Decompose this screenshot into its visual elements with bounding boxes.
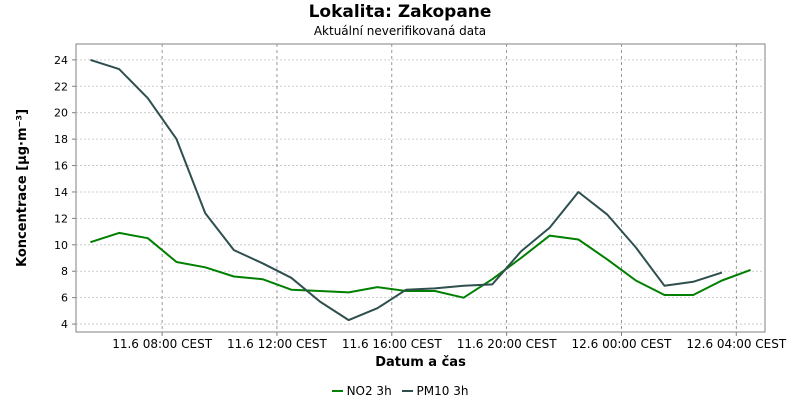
y-tick-label: 8 xyxy=(61,265,68,278)
y-tick-label: 12 xyxy=(54,212,68,225)
y-tick-label: 6 xyxy=(61,292,68,305)
legend-swatch-no2 xyxy=(331,390,343,392)
series-line-pm10 xyxy=(90,58,723,322)
plot-area xyxy=(75,43,766,333)
y-tick-label: 22 xyxy=(54,80,68,93)
legend-item-no2: NO2 3h xyxy=(331,384,392,398)
x-tick-label: 11.6 20:00 CEST xyxy=(457,337,558,351)
x-tick-label: 11.6 12:00 CEST xyxy=(227,337,328,351)
legend: NO2 3h PM10 3h xyxy=(0,381,800,398)
x-tick-label: 11.6 08:00 CEST xyxy=(112,337,213,351)
series-line-no2 xyxy=(90,231,751,299)
y-tick-label: 20 xyxy=(54,107,68,120)
series-layer xyxy=(90,58,751,322)
chart-title: Lokalita: Zakopane xyxy=(308,2,492,22)
x-axis-label: Datum a čas xyxy=(375,355,466,370)
y-tick-label: 24 xyxy=(54,54,68,67)
x-tick-label: 12.6 04:00 CEST xyxy=(686,337,787,351)
legend-swatch-pm10 xyxy=(401,390,413,392)
x-tick-label: 12.6 00:00 CEST xyxy=(572,337,673,351)
y-axis-label: Koncentrace [µg·m⁻³] xyxy=(15,109,30,267)
x-tick-label: 11.6 16:00 CEST xyxy=(342,337,443,351)
grid-layer xyxy=(76,44,765,332)
y-tick-label: 16 xyxy=(54,160,68,173)
y-tick-label: 18 xyxy=(54,133,68,146)
y-tick-label: 14 xyxy=(54,186,68,199)
legend-label-no2: NO2 3h xyxy=(346,384,392,398)
y-tick-label: 4 xyxy=(61,318,68,331)
y-tick-label: 10 xyxy=(54,239,68,252)
legend-label-pm10: PM10 3h xyxy=(416,384,469,398)
chart-subtitle: Aktuální neverifikovaná data xyxy=(313,24,487,38)
legend-item-pm10: PM10 3h xyxy=(401,384,469,398)
axis-layer: 4 6 8 10 12 14 16 18 20 22 24 11.6 08:00 CEST 11.6 1… xyxy=(54,54,787,351)
